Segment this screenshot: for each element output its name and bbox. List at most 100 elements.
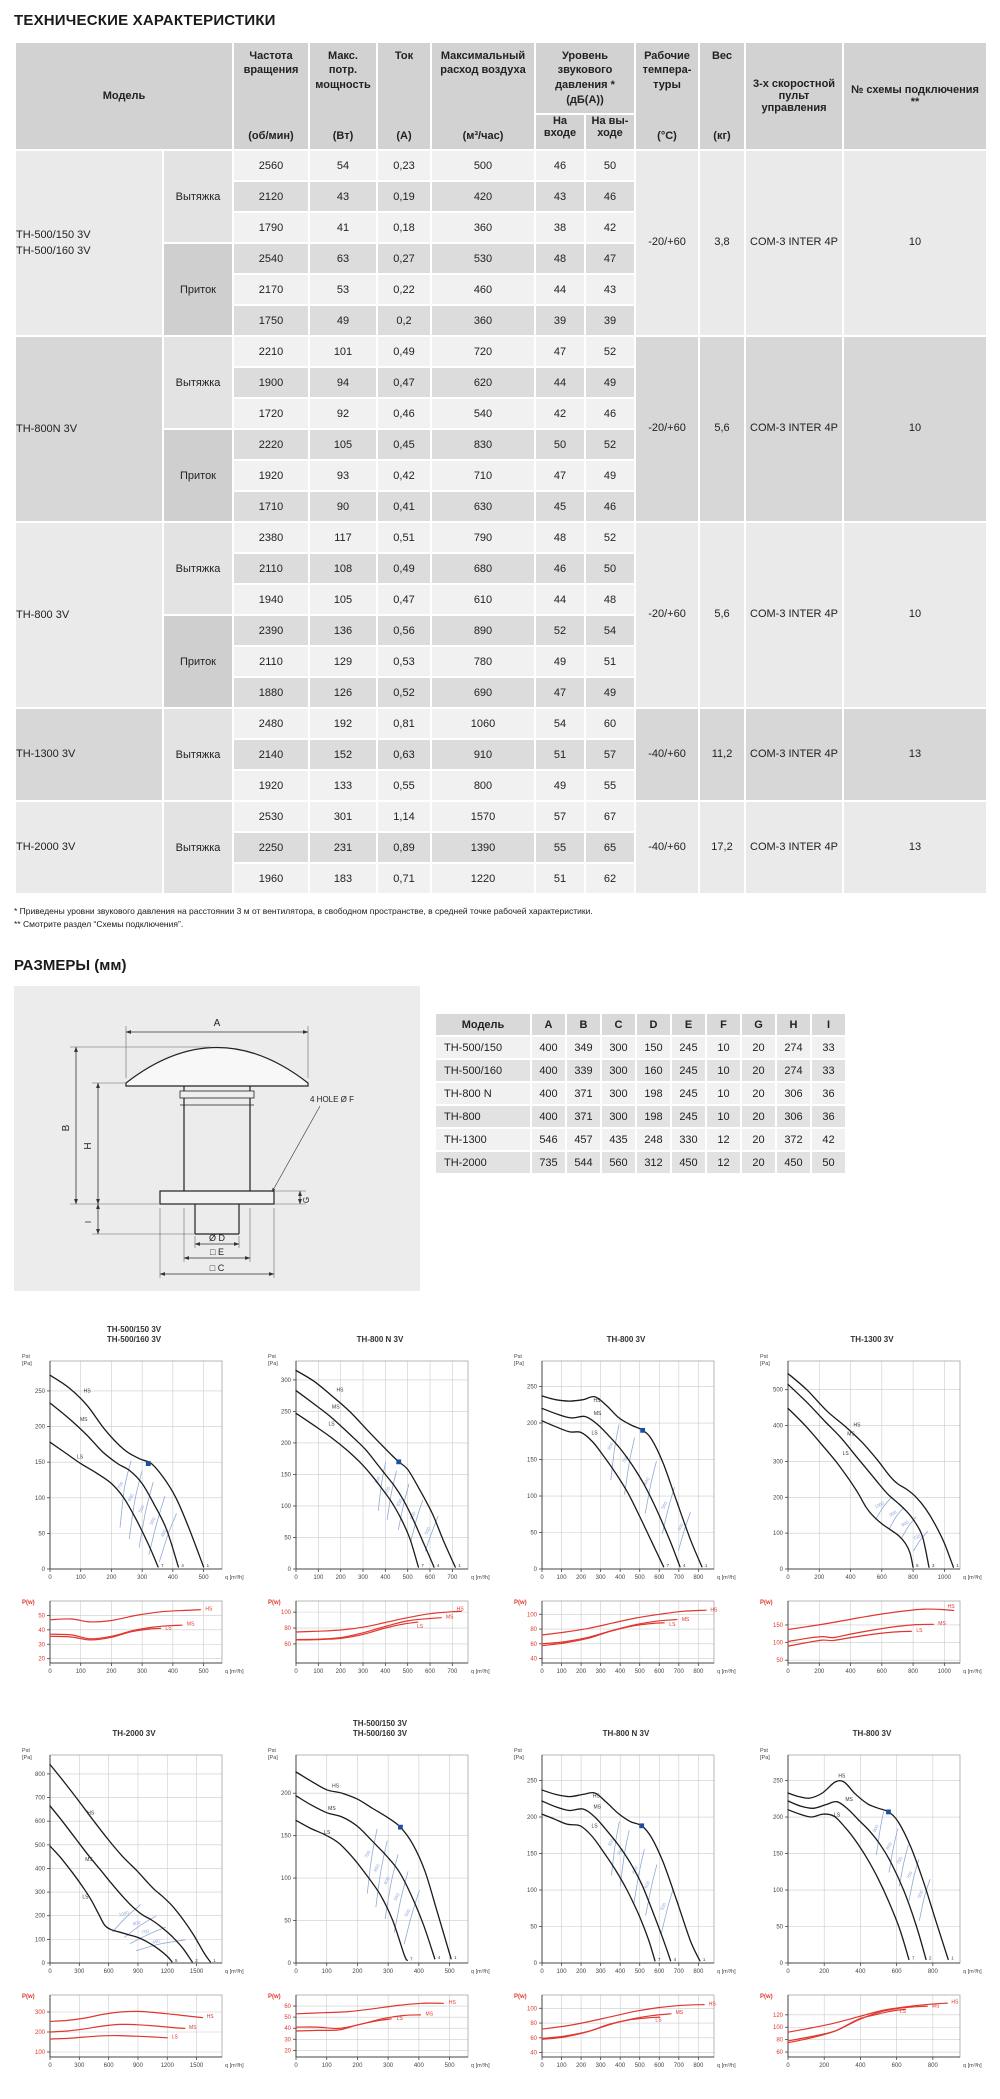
weight-cell: 3,8: [698, 149, 747, 337]
value-cell: 93: [308, 459, 378, 492]
spec-row: 2140 152 0,63 910 51 57: [15, 738, 987, 771]
value-cell: 0,53: [376, 645, 432, 678]
value-cell: 54: [583, 614, 637, 647]
svg-text:300: 300: [596, 2063, 607, 2069]
dim-header-cell: A: [530, 1012, 567, 1038]
value-cell: 0,19: [376, 180, 432, 213]
svg-text:500: 500: [403, 1575, 414, 1581]
svg-text:750: 750: [373, 1476, 381, 1486]
svg-text:100: 100: [527, 1613, 538, 1619]
svg-text:7: 7: [667, 1563, 670, 1568]
model-cell: TH-1300 3V: [14, 707, 164, 802]
value-cell: 1750: [232, 304, 310, 337]
svg-text:50: 50: [38, 1614, 45, 1620]
svg-text:1: 1: [951, 1956, 954, 1961]
svg-text:P(w): P(w): [22, 1994, 35, 2000]
value-cell: 51: [534, 738, 586, 771]
svg-text:LS: LS: [592, 1824, 599, 1830]
svg-text:0: 0: [294, 1969, 298, 1975]
svg-text:750: 750: [616, 1847, 624, 1857]
svg-text:900: 900: [872, 1824, 880, 1834]
svg-text:HS: HS: [710, 1608, 718, 1614]
dim-value-cell: 400: [530, 1081, 567, 1107]
dim-value-cell: 10: [705, 1104, 742, 1130]
value-cell: 46: [583, 490, 637, 523]
svg-text:500: 500: [659, 1902, 667, 1912]
value-cell: 192: [308, 707, 378, 740]
svg-text:400: 400: [846, 1669, 857, 1675]
spec-row: TH-2000 3V Вытяжка 2530 301 1,14 1570 57 67 -40/…: [14, 800, 989, 895]
svg-text:0: 0: [786, 1969, 790, 1975]
value-cell: 890: [430, 614, 536, 647]
svg-text:LS: LS: [328, 1422, 335, 1428]
svg-text:600: 600: [643, 1477, 651, 1487]
svg-text:700: 700: [447, 1669, 458, 1675]
dim-value-cell: 10: [705, 1081, 742, 1107]
svg-text:400: 400: [380, 1575, 391, 1581]
svg-text:HS: HS: [332, 1784, 340, 1790]
svg-text:7: 7: [658, 1957, 661, 1962]
value-cell: 0,2: [376, 304, 432, 337]
svg-text:200: 200: [336, 1669, 347, 1675]
svg-text:80: 80: [530, 2021, 537, 2027]
value-cell: 460: [430, 273, 536, 306]
value-cell: 0,45: [376, 428, 432, 461]
value-cell: 47: [534, 676, 586, 709]
performance-chart: TH-500/150 3V TH-500/160 3V 0 100 200 300 400 5…: [260, 1715, 500, 2079]
pressure-plot-svg: 0 100 200 300 400 500 600 700 800 0 50 100 150 200 250…: [514, 1354, 736, 1581]
svg-text:400: 400: [615, 2063, 626, 2069]
dim-value-cell: 33: [810, 1058, 847, 1084]
svg-text:40: 40: [38, 1628, 45, 1634]
svg-text:800: 800: [693, 1969, 704, 1975]
svg-text:200: 200: [35, 1914, 46, 1920]
dim-value-cell: 435: [600, 1127, 637, 1153]
svg-text:100: 100: [557, 2063, 568, 2069]
svg-text:60: 60: [284, 2004, 291, 2010]
direction-cell: Вытяжка: [162, 149, 234, 244]
svg-text:q [m³/h]: q [m³/h]: [717, 1575, 736, 1581]
svg-text:P(w): P(w): [760, 1994, 773, 2000]
value-cell: 46: [583, 180, 637, 213]
chart-title: TH-500/150 3V TH-500/160 3V: [106, 1324, 162, 1344]
svg-text:LS: LS: [165, 1626, 172, 1632]
value-cell: 0,81: [376, 707, 432, 740]
svg-text:300: 300: [281, 1378, 292, 1384]
svg-text:600: 600: [425, 1575, 436, 1581]
svg-text:700: 700: [674, 1575, 685, 1581]
svg-text:800: 800: [928, 2063, 939, 2069]
svg-text:30: 30: [284, 2038, 291, 2044]
header-current: Ток (А): [376, 41, 432, 151]
svg-text:550: 550: [393, 1892, 401, 1902]
value-cell: 710: [430, 459, 536, 492]
svg-text:50: 50: [284, 1536, 291, 1542]
value-cell: 55: [583, 769, 637, 802]
value-cell: 1220: [430, 862, 536, 895]
svg-text:q [m³/h]: q [m³/h]: [717, 1669, 736, 1675]
value-cell: 57: [583, 738, 637, 771]
svg-text:4: 4: [437, 1563, 440, 1568]
svg-text:q [m³/h]: q [m³/h]: [717, 1969, 736, 1975]
svg-text:40: 40: [530, 1657, 537, 1663]
value-cell: 41: [308, 211, 378, 244]
svg-text:MS: MS: [593, 1805, 601, 1811]
svg-text:500: 500: [635, 1969, 646, 1975]
value-cell: 1710: [232, 490, 310, 523]
svg-text:1200: 1200: [161, 1969, 175, 1975]
chart-title: TH-800 3V: [852, 1728, 892, 1738]
svg-text:2: 2: [195, 1958, 198, 1963]
power-plot-svg: 0 200 400 600 800 60 80 100 120 HS MS LS P(w) q [m³/h…: [760, 1994, 982, 2069]
svg-text:100: 100: [557, 1969, 568, 1975]
svg-text:0: 0: [48, 2063, 52, 2069]
svg-text:q [m³/h]: q [m³/h]: [963, 1969, 982, 1975]
remote-cell: COM-3 INTER 4P: [744, 149, 845, 337]
svg-text:800: 800: [928, 1969, 939, 1975]
svg-text:900: 900: [888, 1510, 898, 1518]
svg-text:LS: LS: [843, 1451, 850, 1457]
value-cell: 830: [430, 428, 536, 461]
value-cell: 0,51: [376, 521, 432, 554]
pressure-plot-svg: 0 100 200 300 400 500 600 700 0 50 100 150 200 250 300…: [268, 1354, 490, 1581]
svg-text:600: 600: [35, 1820, 46, 1826]
svg-text:600: 600: [643, 1880, 651, 1890]
svg-text:MS: MS: [446, 1615, 454, 1621]
